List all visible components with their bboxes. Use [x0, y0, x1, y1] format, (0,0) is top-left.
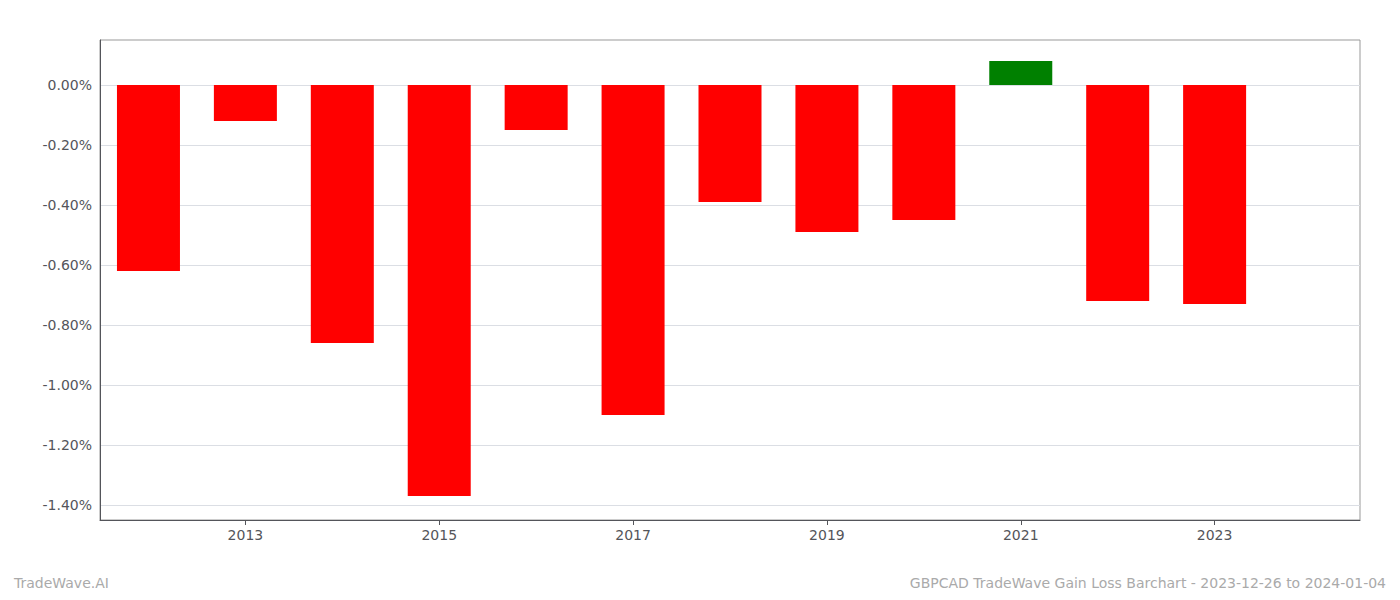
- svg-text:2023: 2023: [1197, 527, 1233, 543]
- svg-text:2015: 2015: [421, 527, 457, 543]
- svg-text:-1.40%: -1.40%: [42, 497, 92, 513]
- svg-text:2021: 2021: [1003, 527, 1039, 543]
- svg-text:-1.00%: -1.00%: [42, 377, 92, 393]
- svg-text:2013: 2013: [228, 527, 264, 543]
- svg-text:-0.80%: -0.80%: [42, 317, 92, 333]
- svg-text:0.00%: 0.00%: [48, 77, 92, 93]
- svg-text:2017: 2017: [615, 527, 651, 543]
- svg-text:-0.40%: -0.40%: [42, 197, 92, 213]
- svg-text:-0.20%: -0.20%: [42, 137, 92, 153]
- svg-text:-1.20%: -1.20%: [42, 437, 92, 453]
- svg-text:-0.60%: -0.60%: [42, 257, 92, 273]
- svg-text:2019: 2019: [809, 527, 845, 543]
- svg-text:TradeWave.AI: TradeWave.AI: [13, 575, 109, 591]
- svg-text:GBPCAD TradeWave Gain Loss Bar: GBPCAD TradeWave Gain Loss Barchart - 20…: [910, 575, 1386, 591]
